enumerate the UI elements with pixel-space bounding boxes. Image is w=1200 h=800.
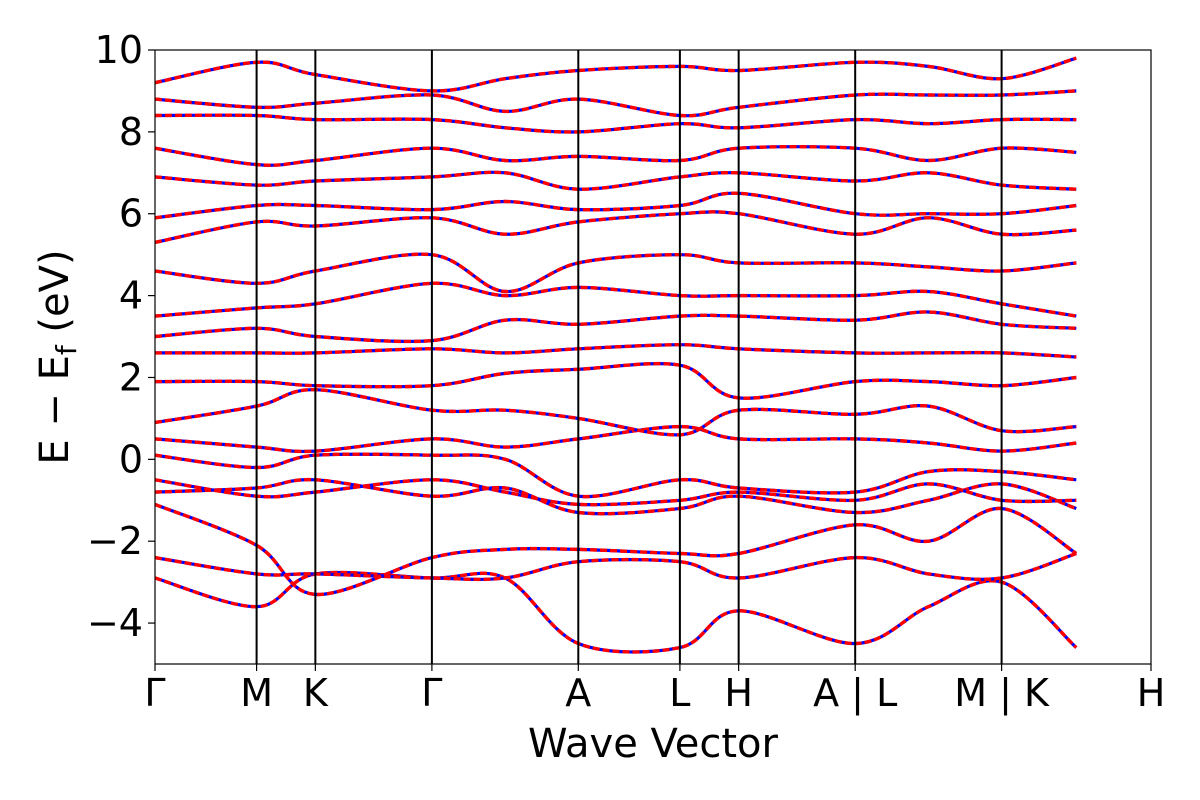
band-15 <box>155 191 1077 220</box>
band-line-red <box>155 252 1077 294</box>
band-4 <box>155 477 1077 516</box>
band-18 <box>155 113 1077 134</box>
band-3 <box>155 502 1078 597</box>
band-line-red <box>155 477 1077 516</box>
band-line-red <box>155 281 1077 318</box>
x-tick-label: L <box>669 671 690 715</box>
band-line-red <box>155 387 1077 437</box>
y-axis-ticks: 10 8 6 4 2 0 −2 −4 <box>87 28 155 645</box>
band-9 <box>155 361 1077 400</box>
bands-layer <box>155 56 1078 654</box>
y-tick-label: 10 <box>95 28 143 72</box>
band-2 <box>155 551 1077 582</box>
k-point-dividers <box>255 50 1003 664</box>
band-16 <box>155 170 1077 191</box>
band-line-red <box>155 310 1077 344</box>
band-6 <box>155 452 1077 499</box>
band-line-red <box>155 343 1077 359</box>
y-tick-label: −4 <box>87 601 143 645</box>
band-5 <box>155 478 1077 507</box>
band-line-red <box>155 210 1077 245</box>
band-1 <box>155 570 1078 654</box>
band-20 <box>155 56 1077 93</box>
y-tick-label: 4 <box>119 274 143 318</box>
band-line-red <box>155 361 1077 400</box>
x-tick-label: K <box>303 671 329 715</box>
x-tick-label: M | K <box>954 671 1050 716</box>
x-tick-label: Γ <box>421 671 442 715</box>
band-line-red <box>155 191 1077 220</box>
y-tick-label: 6 <box>119 192 143 236</box>
band-line-red <box>155 145 1077 167</box>
band-10 <box>155 343 1077 359</box>
x-tick-label: Γ <box>144 671 165 715</box>
x-tick-label: M <box>240 671 273 715</box>
x-tick-label: H <box>1137 671 1166 715</box>
band-13 <box>155 252 1077 294</box>
band-12 <box>155 281 1077 318</box>
band-line-red <box>155 89 1077 118</box>
band-line-red <box>155 570 1078 654</box>
y-tick-label: 8 <box>119 110 143 154</box>
band-19 <box>155 89 1077 118</box>
plot-frame <box>154 49 1152 665</box>
band-line-red <box>155 170 1077 191</box>
band-7 <box>155 424 1077 454</box>
band-8 <box>155 387 1077 437</box>
y-axis-title-main: E − E <box>32 355 78 465</box>
band-14 <box>155 210 1077 245</box>
band-line-red <box>155 551 1077 582</box>
x-axis-title: Wave Vector <box>528 721 779 767</box>
y-axis-title: E − Ef (eV) <box>32 249 83 464</box>
band-line-red <box>155 56 1077 93</box>
band-17 <box>155 145 1077 167</box>
band-11 <box>155 310 1077 344</box>
band-line-red <box>155 113 1077 134</box>
y-tick-label: −2 <box>87 519 143 563</box>
x-tick-label: A | L <box>813 671 897 716</box>
band-line-red <box>155 452 1077 499</box>
x-tick-label: A <box>565 671 591 715</box>
band-line-red <box>155 502 1078 597</box>
band-line-red <box>155 478 1077 507</box>
y-tick-label: 2 <box>119 355 143 399</box>
band-line-red <box>155 424 1077 454</box>
x-tick-label: H <box>724 671 753 715</box>
y-axis-title-subscript: f <box>50 344 83 355</box>
y-axis-title-unit: (eV) <box>32 249 78 345</box>
y-tick-label: 0 <box>119 437 143 481</box>
